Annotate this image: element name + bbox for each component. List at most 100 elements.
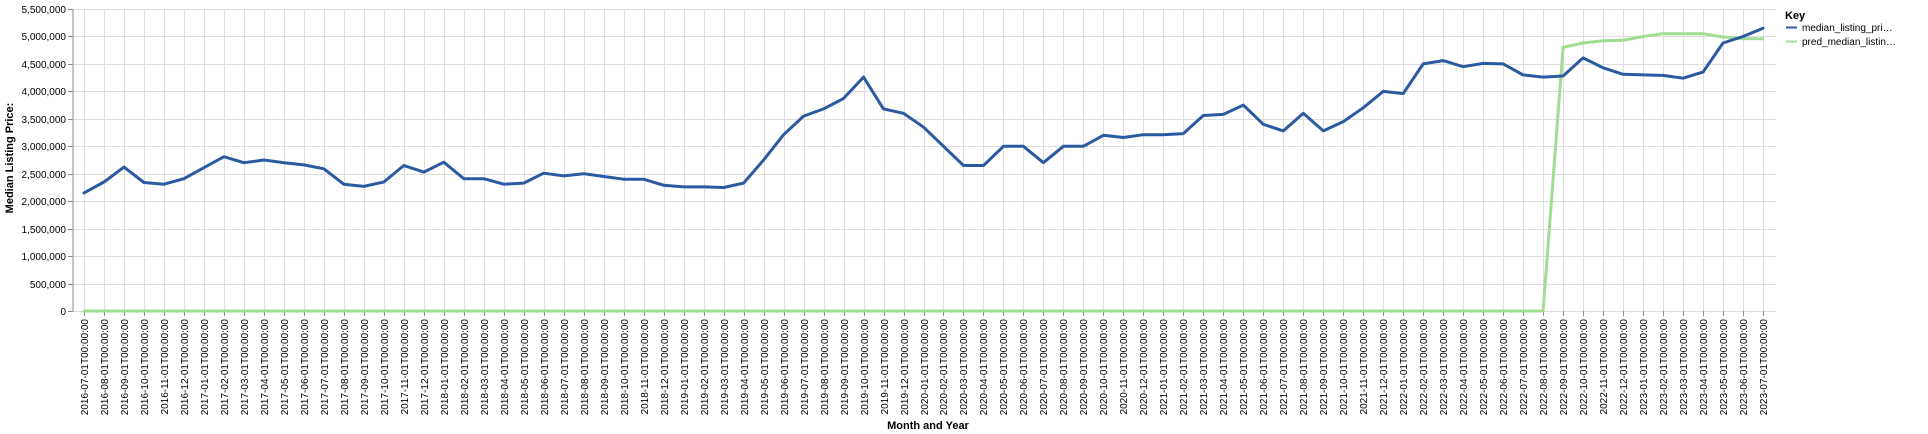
x-tick-label: 2017-10-01T00:00:00 xyxy=(380,319,391,416)
y-tick-label: 3,000,000 xyxy=(22,142,67,153)
x-tick-label: 2022-02-01T00:00:00 xyxy=(1419,319,1430,416)
x-tick-label: 2019-02-01T00:00:00 xyxy=(700,319,711,416)
x-tick-label: 2016-07-01T00:00:00 xyxy=(80,319,91,416)
x-tick-label: 2019-09-01T00:00:00 xyxy=(840,319,851,416)
y-tick-label: 5,000,000 xyxy=(22,32,67,43)
x-tick-label: 2018-12-01T00:00:00 xyxy=(660,319,671,416)
x-tick-label: 2017-11-01T00:00:00 xyxy=(400,319,411,415)
legend-label: median_listing_pri… xyxy=(1802,23,1893,34)
x-tick-label: 2018-03-01T00:00:00 xyxy=(480,319,491,416)
x-tick-label: 2017-12-01T00:00:00 xyxy=(420,319,431,416)
x-tick-label: 2020-02-01T00:00:00 xyxy=(939,319,950,416)
x-tick-label: 2019-01-01T00:00:00 xyxy=(680,319,691,416)
x-tick-label: 2020-04-01T00:00:00 xyxy=(979,319,990,416)
x-tick-label: 2020-11-01T00:00:00 xyxy=(1119,319,1130,415)
x-tick-label: 2020-09-01T00:00:00 xyxy=(1079,319,1090,416)
x-tick-label: 2017-07-01T00:00:00 xyxy=(320,319,331,416)
x-tick-label: 2019-03-01T00:00:00 xyxy=(720,319,731,416)
y-tick-label: 500,000 xyxy=(30,280,67,291)
x-tick-label: 2022-06-01T00:00:00 xyxy=(1499,319,1510,416)
x-tick-label: 2017-01-01T00:00:00 xyxy=(200,319,211,416)
x-tick-label: 2023-03-01T00:00:00 xyxy=(1679,319,1690,416)
x-tick-label: 2022-11-01T00:00:00 xyxy=(1599,319,1610,415)
legend: Key median_listing_pri… pred_median_listi… xyxy=(1785,10,1896,48)
x-tick-label: 2016-11-01T00:00:00 xyxy=(160,319,171,415)
x-tick-label: 2016-09-01T00:00:00 xyxy=(120,319,131,416)
x-tick-label: 2021-02-01T00:00:00 xyxy=(1179,319,1190,416)
x-tick-label: 2020-06-01T00:00:00 xyxy=(1019,319,1030,416)
x-tick-label: 2022-08-01T00:00:00 xyxy=(1539,319,1550,416)
x-tick-label: 2018-11-01T00:00:00 xyxy=(640,319,651,415)
x-tick-label: 2016-10-01T00:00:00 xyxy=(140,319,151,416)
x-tick-label: 2018-07-01T00:00:00 xyxy=(560,319,571,416)
x-tick-label: 2020-01-01T00:00:00 xyxy=(920,319,931,416)
y-tick-label: 1,500,000 xyxy=(22,225,67,236)
x-tick-label: 2018-10-01T00:00:00 xyxy=(620,319,631,416)
x-axis-title: Month and Year xyxy=(887,420,969,432)
x-tick-label: 2019-05-01T00:00:00 xyxy=(760,319,771,416)
grid-lines xyxy=(72,9,1776,312)
y-tick-label: 5,500,000 xyxy=(22,5,67,16)
x-tick-label: 2022-03-01T00:00:00 xyxy=(1439,319,1450,416)
x-tick-label: 2023-06-01T00:00:00 xyxy=(1739,319,1750,416)
y-tick-label: 4,000,000 xyxy=(22,87,67,98)
x-tick-label: 2020-10-01T00:00:00 xyxy=(1099,319,1110,416)
y-axis-title: Median Listing Price: xyxy=(4,103,16,214)
x-tick-label: 2019-04-01T00:00:00 xyxy=(740,319,751,416)
x-tick-label: 2021-05-01T00:00:00 xyxy=(1239,319,1250,416)
x-tick-label: 2016-08-01T00:00:00 xyxy=(100,319,111,416)
x-tick-label: 2023-05-01T00:00:00 xyxy=(1719,319,1730,416)
x-tick-label: 2018-01-01T00:00:00 xyxy=(440,319,451,416)
x-tick-label: 2022-09-01T00:00:00 xyxy=(1559,319,1570,416)
y-tick-label: 2,500,000 xyxy=(22,170,67,181)
x-tick-label: 2021-11-01T00:00:00 xyxy=(1359,319,1370,415)
y-axis: 0 500,000 1,000,000 1,500,000 2,000,000 2,500… xyxy=(22,5,73,318)
x-tick-label: 2019-06-01T00:00:00 xyxy=(780,319,791,416)
x-tick-label: 2019-07-01T00:00:00 xyxy=(800,319,811,416)
x-tick-label: 2018-02-01T00:00:00 xyxy=(460,319,471,416)
y-tick-label: 1,000,000 xyxy=(22,252,67,263)
y-tick-label: 3,500,000 xyxy=(22,115,67,126)
x-tick-label: 2022-12-01T00:00:00 xyxy=(1619,319,1630,416)
y-tick-label: 4,500,000 xyxy=(22,60,67,71)
x-tick-label: 2020-07-01T00:00:00 xyxy=(1039,319,1050,416)
x-tick-label: 2021-03-01T00:00:00 xyxy=(1199,319,1210,416)
x-tick-label: 2020-12-01T00:00:00 xyxy=(1139,319,1150,416)
x-tick-label: 2021-01-01T00:00:00 xyxy=(1159,319,1170,416)
x-tick-label: 2023-02-01T00:00:00 xyxy=(1659,319,1670,416)
x-tick-label: 2022-07-01T00:00:00 xyxy=(1519,319,1530,416)
x-tick-label: 2016-12-01T00:00:00 xyxy=(180,319,191,416)
x-tick-label: 2022-01-01T00:00:00 xyxy=(1399,319,1410,416)
x-tick-label: 2018-04-01T00:00:00 xyxy=(500,319,511,416)
x-tick-label: 2017-06-01T00:00:00 xyxy=(300,319,311,416)
x-tick-label: 2019-10-01T00:00:00 xyxy=(860,319,871,416)
x-tick-label: 2021-04-01T00:00:00 xyxy=(1219,319,1230,416)
x-tick-label: 2017-09-01T00:00:00 xyxy=(360,319,371,416)
x-tick-label: 2020-05-01T00:00:00 xyxy=(999,319,1010,416)
y-tick-label: 2,000,000 xyxy=(22,197,67,208)
x-tick-label: 2020-08-01T00:00:00 xyxy=(1059,319,1070,416)
legend-title: Key xyxy=(1785,10,1806,22)
x-tick-label: 2017-05-01T00:00:00 xyxy=(280,319,291,416)
x-tick-label: 2021-08-01T00:00:00 xyxy=(1299,319,1310,416)
x-tick-label: 2018-08-01T00:00:00 xyxy=(580,319,591,416)
x-tick-label: 2019-12-01T00:00:00 xyxy=(900,319,911,416)
y-tick-label: 0 xyxy=(60,307,66,318)
legend-label: pred_median_listin… xyxy=(1802,37,1896,48)
x-tick-label: 2021-07-01T00:00:00 xyxy=(1279,319,1290,416)
x-tick-label: 2017-08-01T00:00:00 xyxy=(340,319,351,416)
series-lines xyxy=(82,26,1765,313)
x-tick-label: 2022-04-01T00:00:00 xyxy=(1459,319,1470,416)
x-tick-label: 2021-06-01T00:00:00 xyxy=(1259,319,1270,416)
x-tick-label: 2020-03-01T00:00:00 xyxy=(959,319,970,416)
x-tick-label: 2023-01-01T00:00:00 xyxy=(1639,319,1650,416)
x-tick-label: 2019-08-01T00:00:00 xyxy=(820,319,831,416)
x-tick-label: 2018-05-01T00:00:00 xyxy=(520,319,531,416)
x-tick-label: 2017-04-01T00:00:00 xyxy=(260,319,271,416)
x-tick-label: 2019-11-01T00:00:00 xyxy=(880,319,891,415)
x-tick-label: 2023-04-01T00:00:00 xyxy=(1699,319,1710,416)
x-tick-label: 2017-03-01T00:00:00 xyxy=(240,319,251,416)
x-tick-label: 2022-10-01T00:00:00 xyxy=(1579,319,1590,416)
x-tick-label: 2021-09-01T00:00:00 xyxy=(1319,319,1330,416)
